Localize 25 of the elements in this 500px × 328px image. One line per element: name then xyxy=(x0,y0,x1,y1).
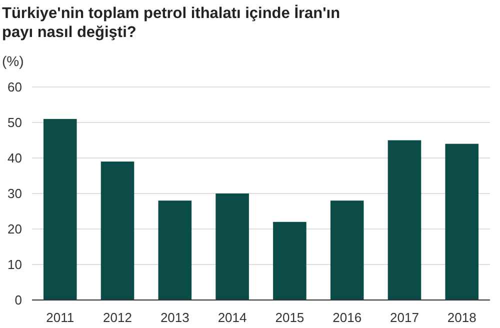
bar xyxy=(216,194,249,300)
bar xyxy=(388,140,422,300)
x-tick-label: 2016 xyxy=(332,310,362,325)
x-tick-label: 2013 xyxy=(160,310,190,325)
bar xyxy=(43,118,77,300)
x-tick-label: 2012 xyxy=(103,310,132,325)
x-tick-label: 2014 xyxy=(218,310,247,325)
chart-title: Türkiye'nin toplam petrol ithalatı içinde İran'ın payı nasıl değişti? xyxy=(2,4,340,41)
y-axis-title: (%) xyxy=(2,53,24,69)
y-tick-label: 40 xyxy=(8,150,22,166)
y-tick-label: 20 xyxy=(8,222,22,237)
y-tick-label: 0 xyxy=(14,292,22,308)
bar xyxy=(273,222,306,300)
y-tick-label: 50 xyxy=(8,115,22,130)
y-tick-label: 10 xyxy=(8,257,22,272)
bar xyxy=(330,200,364,300)
x-tick-label: 2015 xyxy=(275,310,304,325)
x-tick-label: 2011 xyxy=(46,310,74,325)
x-tick-label: 2018 xyxy=(447,310,476,325)
y-tick-label: 60 xyxy=(8,80,22,95)
y-tick-label: 30 xyxy=(8,186,22,202)
x-tick-label: 2017 xyxy=(390,310,419,325)
bar xyxy=(445,144,479,300)
bar xyxy=(100,162,134,300)
bar xyxy=(158,200,192,300)
